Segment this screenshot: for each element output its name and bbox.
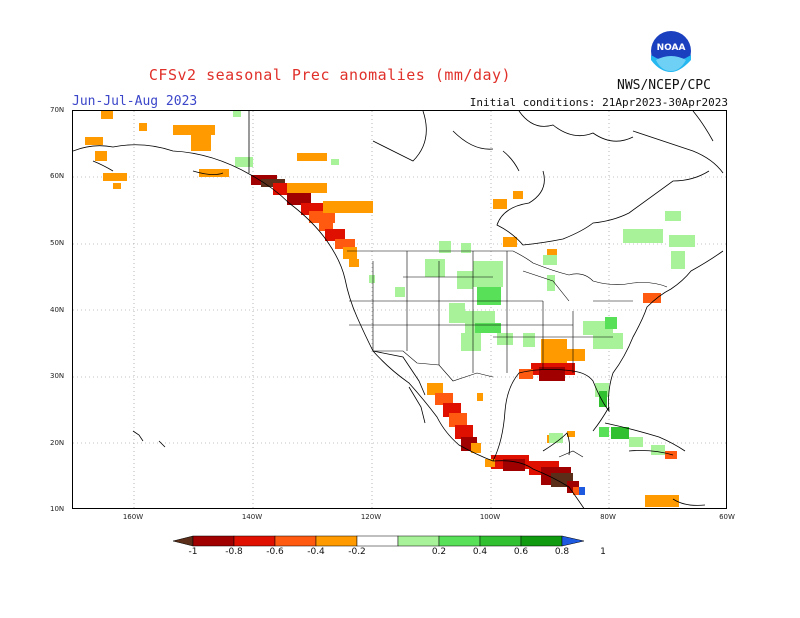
colorbar-cell bbox=[397, 535, 440, 547]
colorbar-cell bbox=[233, 535, 276, 547]
colorbar-label: 0.8 bbox=[554, 547, 570, 557]
anomaly-map bbox=[72, 110, 727, 509]
initial-conditions-label: Initial conditions: 21Apr2023-30Apr2023 bbox=[469, 96, 728, 109]
lat-label: 70N bbox=[50, 106, 65, 114]
lon-label: 120W bbox=[360, 513, 382, 521]
svg-text:NOAA: NOAA bbox=[657, 43, 686, 53]
colorbar-label: -0.8 bbox=[225, 547, 243, 557]
agency-label: NWS/NCEP/CPC bbox=[617, 78, 711, 93]
colorbar-cell bbox=[192, 535, 235, 547]
graticule bbox=[73, 111, 726, 508]
colorbar-label: 0.4 bbox=[472, 547, 488, 557]
colorbar bbox=[173, 535, 585, 547]
lat-label: 40N bbox=[50, 306, 65, 314]
political-borders bbox=[347, 250, 668, 458]
lon-label: 140W bbox=[241, 513, 263, 521]
lat-label: 30N bbox=[50, 372, 65, 380]
colorbar-cell bbox=[479, 535, 522, 547]
colorbar-label: 1 bbox=[600, 547, 606, 557]
wet-anomaly-cells bbox=[233, 111, 695, 495]
colorbar-cell bbox=[274, 535, 317, 547]
dry-anomaly-cells bbox=[85, 111, 679, 507]
colorbar-cell bbox=[520, 535, 563, 547]
colorbar-cell bbox=[356, 535, 399, 547]
lat-label: 10N bbox=[50, 505, 65, 513]
colorbar-label: -0.4 bbox=[307, 547, 325, 557]
colorbar-label: -0.2 bbox=[348, 547, 366, 557]
lat-label: 60N bbox=[50, 172, 65, 180]
lat-label: 50N bbox=[50, 239, 65, 247]
lon-label: 100W bbox=[479, 513, 501, 521]
lon-label: 80W bbox=[600, 513, 616, 521]
lon-label: 160W bbox=[122, 513, 144, 521]
colorbar-label: 0.2 bbox=[431, 547, 447, 557]
lat-label: 20N bbox=[50, 439, 65, 447]
season-label: Jun-Jul-Aug 2023 bbox=[72, 94, 198, 109]
lon-label: 60W bbox=[719, 513, 735, 521]
map-title: CFSv2 seasonal Prec anomalies (mm/day) bbox=[148, 66, 512, 84]
colorbar-cell bbox=[438, 535, 481, 547]
colorbar-label: -0.6 bbox=[266, 547, 284, 557]
noaa-logo: NOAA bbox=[651, 31, 691, 72]
colorbar-arrow-low bbox=[173, 535, 194, 547]
colorbar-arrow-high bbox=[561, 535, 585, 547]
colorbar-label: 0.6 bbox=[513, 547, 529, 557]
colorbar-label: -1 bbox=[188, 547, 198, 557]
map-canvas bbox=[73, 111, 726, 508]
colorbar-cell bbox=[315, 535, 358, 547]
coastlines bbox=[73, 111, 724, 508]
